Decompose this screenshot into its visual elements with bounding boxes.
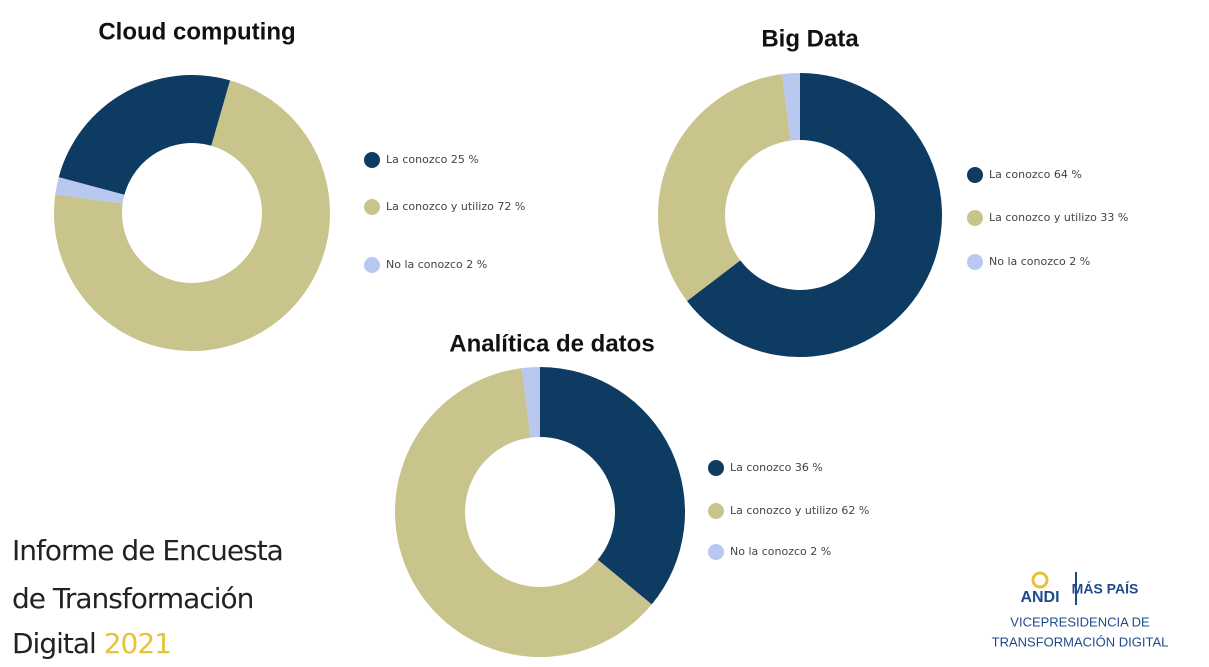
legend-swatch bbox=[364, 199, 380, 215]
logo-andi: ANDI bbox=[1020, 589, 1059, 606]
report-title: Informe de Encuesta bbox=[12, 534, 283, 567]
donut-segment bbox=[53, 80, 330, 351]
logo-text: TRANSFORMACIÓN DIGITAL bbox=[992, 634, 1169, 649]
legend-swatch bbox=[364, 152, 380, 168]
legend-label: La conozco y utilizo bbox=[386, 200, 494, 213]
legend-label: La conozco bbox=[386, 153, 448, 166]
legend-label: La conozco y utilizo bbox=[989, 211, 1097, 224]
legend-swatch bbox=[364, 257, 380, 273]
donut-segment bbox=[58, 75, 231, 195]
donut-segment bbox=[55, 177, 125, 204]
donut-segment bbox=[395, 368, 652, 657]
legend-entry: La conozco 25 % bbox=[386, 153, 479, 166]
data-label: 64 % bbox=[1054, 168, 1082, 181]
chart-title: Cloud computing bbox=[98, 18, 295, 45]
legend-swatch bbox=[967, 254, 983, 270]
donut-segment bbox=[782, 73, 800, 141]
data-label: 36 % bbox=[795, 461, 823, 474]
legend-entry: La conozco y utilizo 33 % bbox=[989, 211, 1128, 224]
legend-swatch bbox=[708, 503, 724, 519]
report-year: 2021 bbox=[104, 627, 171, 660]
legend-label: No la conozco bbox=[730, 545, 807, 558]
legend-entry: La conozco y utilizo 62 % bbox=[730, 504, 869, 517]
legend-entry: No la conozco 2 % bbox=[386, 258, 487, 271]
donut-segment bbox=[687, 73, 942, 357]
data-label: 72 % bbox=[497, 200, 525, 213]
donut-segment bbox=[657, 74, 791, 301]
data-label: 62 % bbox=[841, 504, 869, 517]
data-label: 25 % bbox=[451, 153, 479, 166]
chart-title: Analítica de datos bbox=[449, 330, 654, 357]
logo-icon bbox=[1031, 571, 1049, 589]
legend-label: La conozco bbox=[730, 461, 792, 474]
chart-title: Big Data bbox=[761, 25, 859, 52]
report-title: de Transformación bbox=[12, 582, 253, 615]
logo-maspais: MÁS PAÍS bbox=[1072, 581, 1139, 597]
logo-text: VICEPRESIDENCIA DE bbox=[1010, 614, 1150, 629]
donut-segment bbox=[521, 367, 540, 438]
legend-swatch bbox=[708, 544, 724, 560]
data-label: 2 % bbox=[810, 545, 831, 558]
data-label: 2 % bbox=[466, 258, 487, 271]
legend-swatch bbox=[967, 210, 983, 226]
legend-label: No la conozco bbox=[989, 255, 1066, 268]
data-label: 33 % bbox=[1100, 211, 1128, 224]
legend-entry: La conozco 64 % bbox=[989, 168, 1082, 181]
legend-label: La conozco bbox=[989, 168, 1051, 181]
donut-segment bbox=[540, 367, 685, 605]
legend-swatch bbox=[967, 167, 983, 183]
data-label: 2 % bbox=[1069, 255, 1090, 268]
legend-entry: No la conozco 2 % bbox=[989, 255, 1090, 268]
legend-entry: La conozco 36 % bbox=[730, 461, 823, 474]
legend-label: No la conozco bbox=[386, 258, 463, 271]
legend-swatch bbox=[708, 460, 724, 476]
report-title: Digital 2021 bbox=[12, 627, 171, 660]
legend-label: La conozco y utilizo bbox=[730, 504, 838, 517]
legend-entry: La conozco y utilizo 72 % bbox=[386, 200, 525, 213]
report-title: Digital bbox=[12, 627, 96, 660]
legend-entry: No la conozco 2 % bbox=[730, 545, 831, 558]
